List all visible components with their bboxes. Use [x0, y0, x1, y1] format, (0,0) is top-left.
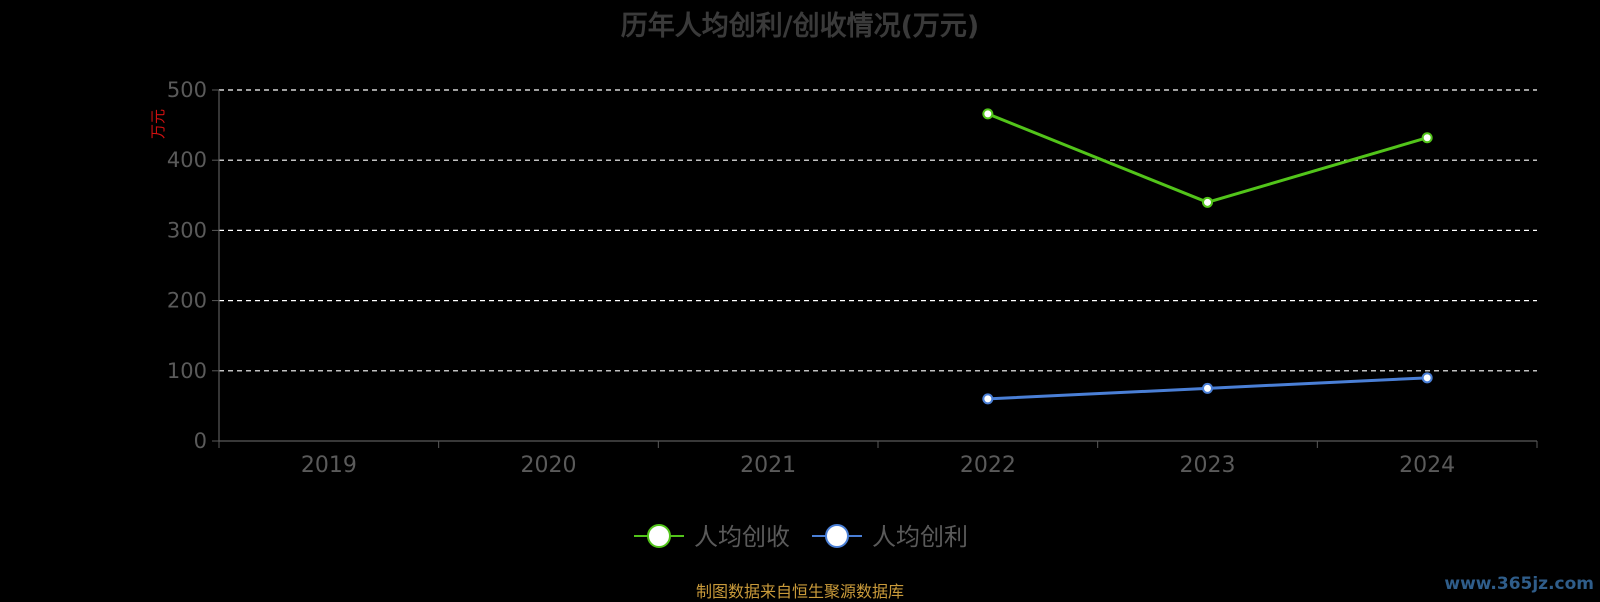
y-tick-label: 0 — [194, 429, 207, 453]
legend-label-2: 人均创利 — [872, 523, 968, 551]
y-tick-label: 300 — [167, 218, 207, 242]
legend-layer: 人均创收 人均创利 — [634, 523, 968, 551]
x-tick-label: 2023 — [1180, 453, 1236, 478]
axis-layer: 0 100 200 300 400 500 2019 2020 2021 2022 2023 2024… — [149, 78, 1538, 478]
watermark: www.365jz.com — [1444, 574, 1594, 594]
legend-marker-1 — [647, 524, 671, 548]
x-tick-label: 2019 — [301, 453, 357, 478]
x-tick-label: 2021 — [740, 453, 796, 478]
y-axis-label: 万元 — [149, 109, 167, 139]
chart-title: 历年人均创利/创收情况(万元) — [620, 11, 980, 42]
grid-layer — [219, 89, 1537, 372]
data-point — [1202, 196, 1213, 208]
series-line-1 — [987, 112, 1428, 204]
x-tick-label: 2022 — [960, 453, 1016, 478]
legend-label-1: 人均创收 — [694, 523, 790, 551]
source-note: 制图数据来自恒生聚源数据库 — [695, 582, 904, 601]
x-tick-label: 2024 — [1399, 453, 1455, 478]
data-point — [982, 393, 994, 405]
x-tick-label: 2020 — [521, 453, 577, 478]
data-point — [1202, 382, 1213, 394]
legend-marker-2 — [825, 524, 849, 548]
y-tick-label: 200 — [167, 289, 207, 313]
y-tick-label: 100 — [167, 359, 207, 383]
y-tick-label: 400 — [167, 148, 207, 172]
data-point — [1421, 132, 1433, 144]
data-point — [982, 108, 994, 120]
data-point — [1421, 372, 1433, 384]
series-layer — [982, 108, 1433, 405]
y-tick-label: 500 — [167, 78, 207, 102]
